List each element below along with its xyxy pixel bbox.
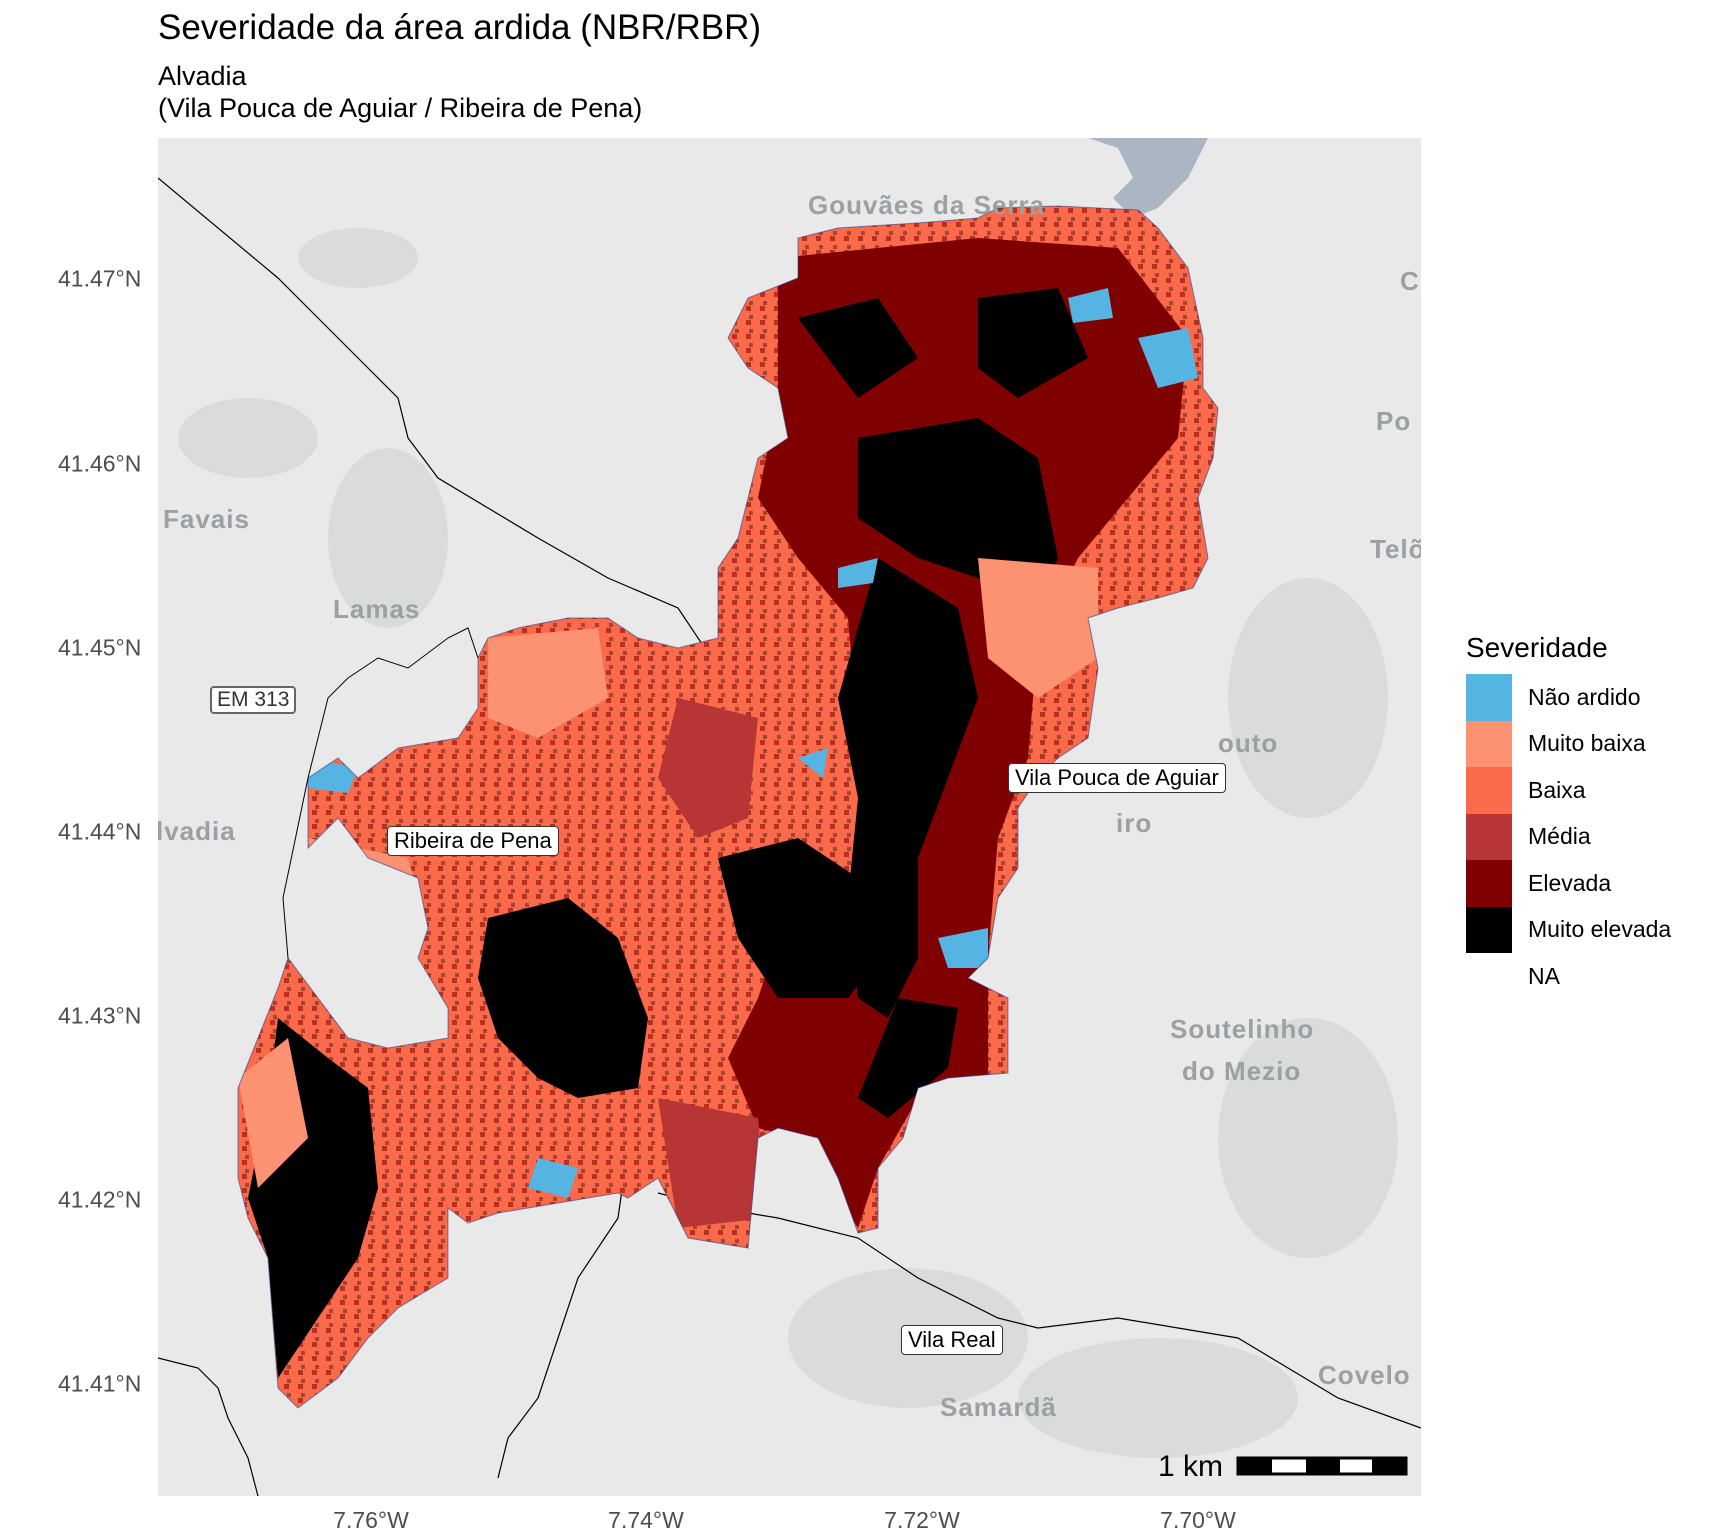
- severity-legend: Severidade Não ardido Muito baixa Baixa Méd…: [1466, 632, 1671, 1000]
- basemap-label-outo: outo: [1218, 728, 1279, 758]
- x-tick-label: 7.74°W: [608, 1507, 684, 1533]
- y-tick-label: 41.41°N: [58, 1370, 142, 1397]
- y-tick-label: 41.43°N: [58, 1002, 142, 1029]
- boundary-line-southwest: [158, 1357, 259, 1496]
- scale-bar: [1236, 1456, 1408, 1476]
- legend-label: Média: [1528, 823, 1591, 850]
- road-shield-em313: EM 313: [210, 686, 297, 714]
- y-tick-label: 41.46°N: [58, 450, 142, 477]
- legend-item: NA: [1466, 953, 1671, 1000]
- basemap-label-iro: iro: [1116, 808, 1153, 838]
- label-ribeira-de-pena: Ribeira de Pena: [387, 826, 559, 856]
- legend-label: Elevada: [1528, 869, 1612, 896]
- legend-item: Muito elevada: [1466, 906, 1672, 953]
- legend-item: Elevada: [1466, 860, 1671, 907]
- basemap-label-c: C: [1400, 266, 1420, 296]
- legend-key-swatch: [1466, 953, 1512, 1000]
- legend-key-swatch: [1466, 860, 1512, 907]
- legend-label: Não ardido: [1528, 683, 1641, 710]
- legend-key-swatch: [1466, 767, 1512, 814]
- basemap-label-gouvaes: Gouvães da Serra: [808, 190, 1046, 220]
- map-canvas: [158, 138, 1421, 1496]
- basemap-label-samarda: Samardã: [940, 1392, 1057, 1422]
- legend-key-swatch: [1466, 674, 1512, 721]
- legend-label: Muito elevada: [1528, 916, 1672, 943]
- basemap-label-soutelinho: Soutelinho: [1170, 1014, 1315, 1044]
- legend-key-swatch: [1466, 813, 1512, 860]
- label-vila-pouca-de-aguiar: Vila Pouca de Aguiar: [1008, 763, 1226, 793]
- legend-item: Não ardido: [1466, 674, 1671, 721]
- scale-bar-label: 1 km: [1158, 1450, 1224, 1483]
- legend-label: NA: [1528, 962, 1560, 989]
- basemap-label-covelo: Covelo: [1318, 1360, 1411, 1390]
- y-tick-label: 41.47°N: [58, 265, 142, 292]
- map-title: Severidade da área ardida (NBR/RBR): [158, 8, 762, 47]
- district-boundary-line: [657, 1192, 1421, 1429]
- x-tick-label: 7.76°W: [333, 1507, 409, 1533]
- terrain-relief: [178, 228, 1398, 1458]
- subtitle-line-2: (Vila Pouca de Aguiar / Ribeira de Pena): [158, 93, 643, 123]
- legend-label: Baixa: [1528, 776, 1586, 803]
- legend-key-swatch: [1466, 720, 1512, 767]
- y-tick-label: 41.45°N: [58, 634, 142, 661]
- legend-item: Média: [1466, 813, 1671, 860]
- x-tick-label: 7.72°W: [884, 1507, 960, 1533]
- map-panel[interactable]: Gouvães da Serra Favais Lamas lvadia Sou…: [158, 138, 1421, 1496]
- legend-key-swatch: [1466, 906, 1512, 953]
- basemap-label-favais: Favais: [163, 504, 250, 534]
- legend-title: Severidade: [1466, 632, 1608, 663]
- basemap-label-lamas: Lamas: [333, 594, 421, 624]
- unburned-enclave-outline: [282, 627, 479, 959]
- basemap-label-telo: Telõ: [1370, 534, 1421, 564]
- label-vila-real: Vila Real: [901, 1325, 1003, 1355]
- legend-item: Muito baixa: [1466, 720, 1671, 767]
- x-tick-label: 7.70°W: [1160, 1507, 1236, 1533]
- legend-label: Muito baixa: [1528, 730, 1646, 757]
- y-tick-label: 41.42°N: [58, 1186, 142, 1213]
- basemap-label-alvadia: lvadia: [158, 816, 236, 846]
- subtitle-line-1: Alvadia: [158, 61, 247, 91]
- reservoir: [1088, 138, 1208, 218]
- map-subtitle: Alvadia (Vila Pouca de Aguiar / Ribeira …: [158, 60, 642, 124]
- basemap-label-po: Po: [1376, 406, 1412, 436]
- y-tick-label: 41.44°N: [58, 818, 142, 845]
- legend-item: Baixa: [1466, 767, 1671, 814]
- basemap-label-mezio: do Mezio: [1182, 1056, 1302, 1086]
- fire-perimeter: [237, 205, 1219, 1409]
